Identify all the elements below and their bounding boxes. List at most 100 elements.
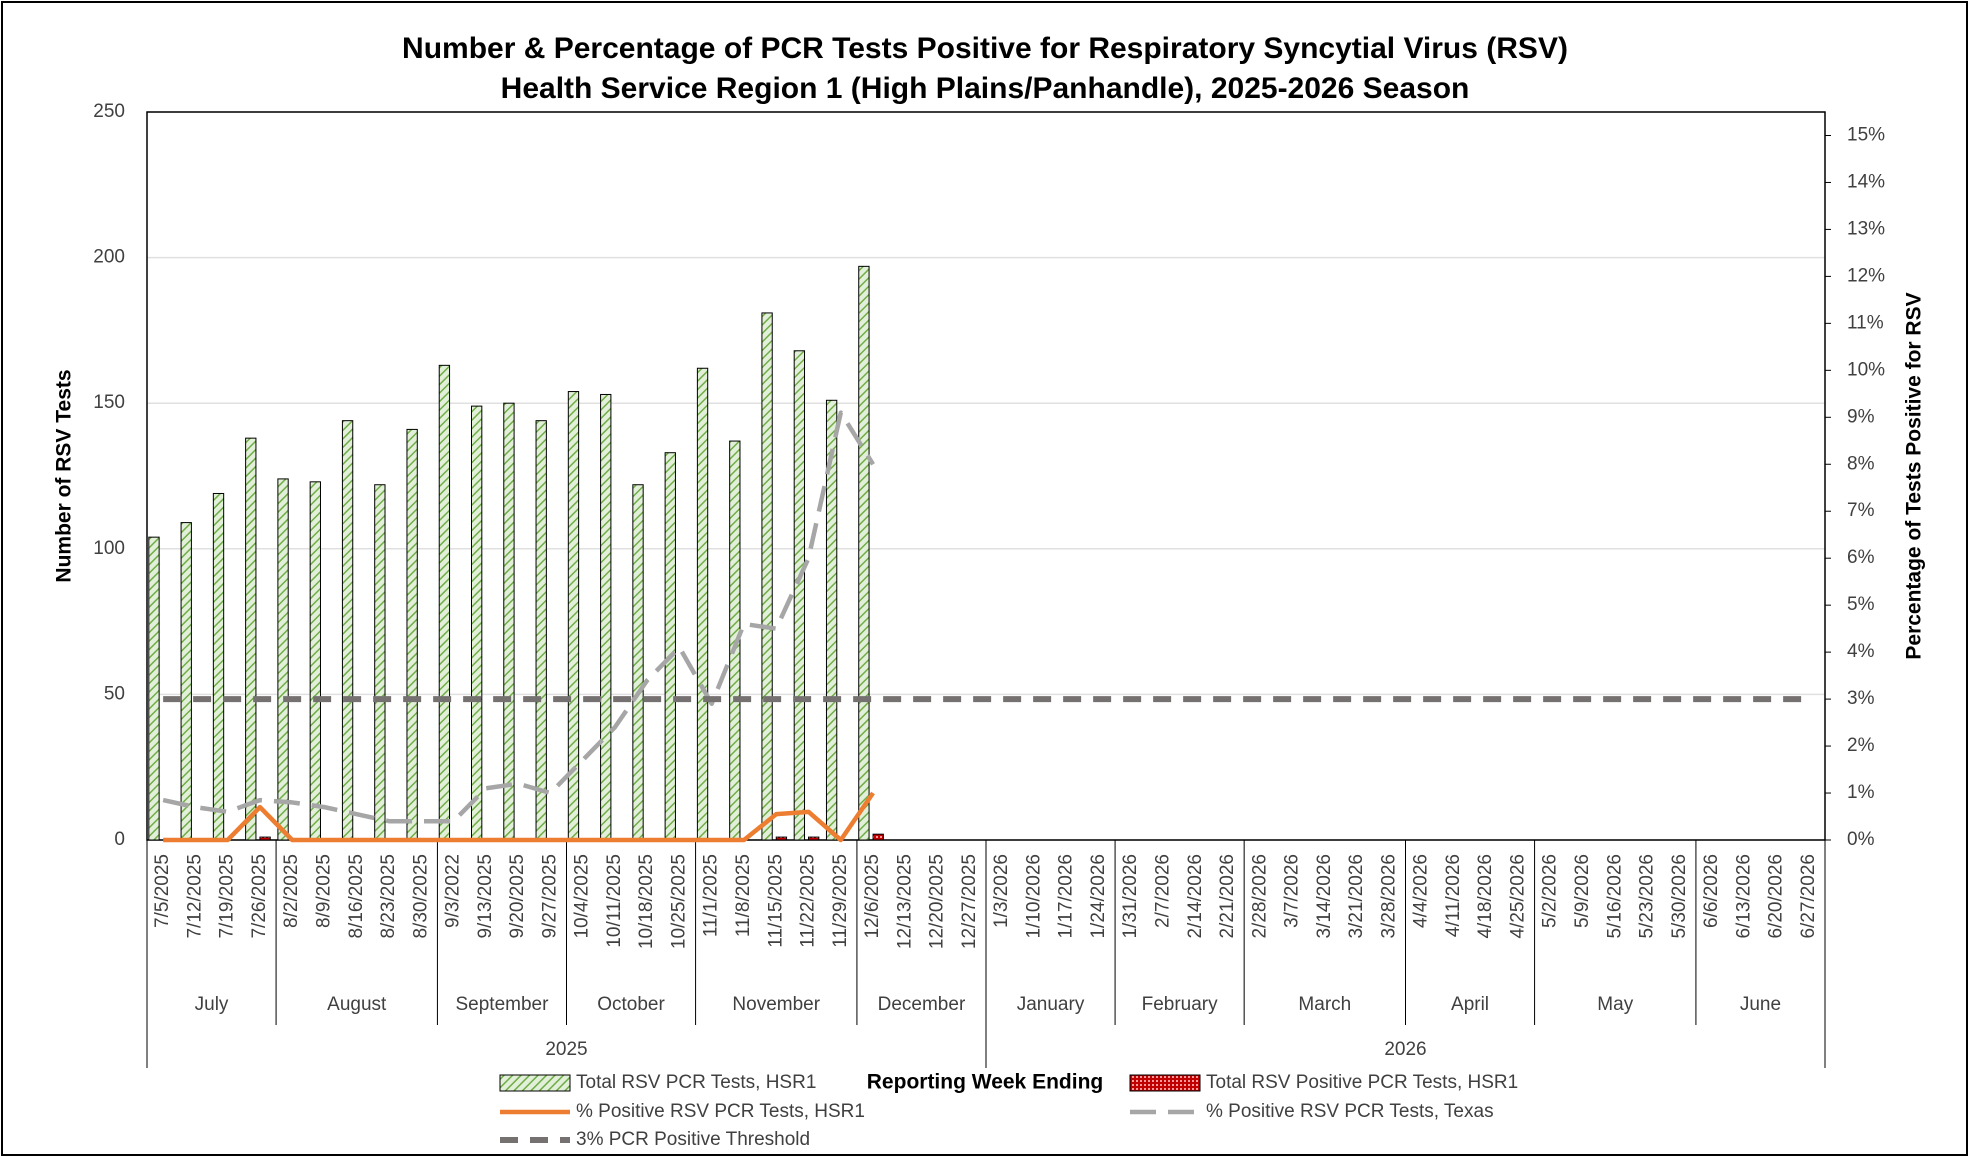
bar — [148, 536, 160, 841]
x-tick-label: 3/28/2026 — [1378, 854, 1399, 939]
months-label: July — [195, 994, 229, 1015]
x-tick-label: 12/13/2025 — [894, 854, 915, 949]
bar — [309, 481, 321, 841]
bar — [632, 484, 644, 841]
years-label: 2025 — [545, 1039, 587, 1060]
x-tick-label: 9/20/2025 — [507, 854, 528, 939]
y-tick-label: 50 — [104, 683, 125, 704]
months-label: August — [327, 994, 387, 1015]
bar — [180, 522, 192, 841]
x-tick-label: 9/27/2025 — [539, 854, 560, 939]
x-tick-label: 7/19/2025 — [217, 854, 238, 939]
legend-label: % Positive RSV PCR Tests, Texas — [1206, 1101, 1494, 1122]
x-tick-label: 10/25/2025 — [668, 854, 689, 949]
y2-tick-label: 1% — [1847, 782, 1875, 803]
x-tick-label: 8/2/2025 — [281, 854, 302, 928]
x-tick-label: 12/6/2025 — [862, 854, 883, 939]
x-tick-label: 2/21/2026 — [1217, 854, 1238, 939]
bar — [212, 492, 225, 841]
bar — [438, 364, 451, 841]
bar — [761, 312, 773, 841]
months-label: April — [1451, 994, 1489, 1015]
years-label: 2026 — [1384, 1039, 1426, 1060]
bar — [471, 405, 483, 841]
x-tick-label: 6/27/2026 — [1798, 854, 1819, 939]
bar — [277, 478, 289, 841]
x-tick-label: 6/13/2026 — [1733, 854, 1754, 939]
x-tick-label: 12/20/2025 — [927, 854, 948, 949]
bar — [245, 437, 257, 841]
x-tick-label: 1/17/2026 — [1056, 854, 1077, 939]
y2-tick-label: 4% — [1847, 641, 1875, 662]
line — [163, 791, 875, 843]
x-tick-label: 5/30/2026 — [1669, 854, 1690, 939]
y2-tick-label: 15% — [1847, 124, 1885, 145]
bar — [600, 393, 612, 841]
x-tick-label: 8/23/2025 — [378, 854, 399, 939]
months-label: June — [1740, 994, 1781, 1015]
x-tick-label: 9/3/2022 — [443, 854, 464, 928]
x-tick-label: 8/16/2025 — [346, 854, 367, 939]
x-axis-title: Reporting Week Ending — [867, 1071, 1103, 1094]
x-tick-label: 10/11/2025 — [604, 854, 625, 948]
x-tick-label: 11/29/2025 — [830, 854, 851, 948]
x-tick-label: 1/10/2026 — [1023, 854, 1044, 939]
y-tick-label: 150 — [93, 392, 125, 413]
x-tick-label: 11/1/2025 — [701, 854, 722, 937]
x-tick-label: 8/30/2025 — [410, 854, 431, 939]
x-tick-label: 3/7/2026 — [1282, 854, 1303, 928]
legend-label: Total RSV Positive PCR Tests, HSR1 — [1206, 1072, 1518, 1093]
y2-tick-label: 0% — [1847, 829, 1875, 850]
bar — [825, 399, 838, 841]
x-tick-label: 11/8/2025 — [733, 854, 754, 937]
y2-tick-label: 3% — [1847, 688, 1875, 709]
months-label: January — [1017, 994, 1085, 1015]
x-tick-label: 9/13/2025 — [475, 854, 496, 939]
legend-swatch — [499, 1074, 571, 1092]
months-label: November — [732, 994, 820, 1015]
x-tick-label: 3/14/2026 — [1314, 854, 1335, 939]
x-tick-label: 10/18/2025 — [636, 854, 657, 949]
y2-tick-label: 8% — [1847, 453, 1875, 474]
y2-tick-label: 2% — [1847, 735, 1875, 756]
bar — [664, 452, 676, 841]
y-tick-label: 0 — [114, 829, 125, 850]
months-label: October — [597, 994, 665, 1015]
months-label: May — [1597, 994, 1633, 1015]
y2-tick-label: 13% — [1847, 218, 1885, 239]
bar — [872, 833, 884, 841]
months-label: September — [455, 994, 549, 1015]
x-tick-label: 12/27/2025 — [959, 854, 980, 949]
y2-tick-label: 10% — [1847, 359, 1885, 380]
x-tick-label: 2/28/2026 — [1249, 854, 1270, 939]
y-axis-title: Number of RSV Tests — [53, 369, 76, 582]
y2-tick-label: 6% — [1847, 547, 1875, 568]
x-tick-label: 11/22/2025 — [798, 854, 819, 948]
y2-tick-label: 7% — [1847, 500, 1875, 521]
months-label: March — [1298, 994, 1351, 1015]
x-tick-label: 11/15/2025 — [765, 854, 786, 948]
bar — [696, 367, 709, 841]
x-tick-label: 1/24/2026 — [1088, 854, 1109, 939]
chart-subtitle: Health Service Region 1 (High Plains/Pan… — [501, 72, 1470, 105]
y2-tick-label: 14% — [1847, 171, 1885, 192]
bar — [858, 265, 870, 841]
bar — [503, 402, 515, 841]
y-tick-label: 200 — [93, 247, 125, 268]
line — [162, 410, 875, 824]
bar — [535, 420, 547, 841]
legend-swatch — [1129, 1074, 1201, 1092]
y2-tick-label: 9% — [1847, 406, 1875, 427]
bar — [374, 484, 386, 841]
x-tick-label: 3/21/2026 — [1346, 854, 1367, 939]
months-label: February — [1142, 994, 1219, 1015]
x-tick-label: 5/9/2026 — [1572, 854, 1593, 928]
plot-border — [146, 111, 1826, 841]
x-tick-label: 4/4/2026 — [1411, 854, 1432, 928]
x-tick-label: 4/25/2026 — [1507, 854, 1528, 939]
x-tick-label: 1/3/2026 — [991, 854, 1012, 928]
x-tick-label: 5/2/2026 — [1540, 854, 1561, 928]
x-tick-label: 4/11/2026 — [1443, 854, 1464, 937]
